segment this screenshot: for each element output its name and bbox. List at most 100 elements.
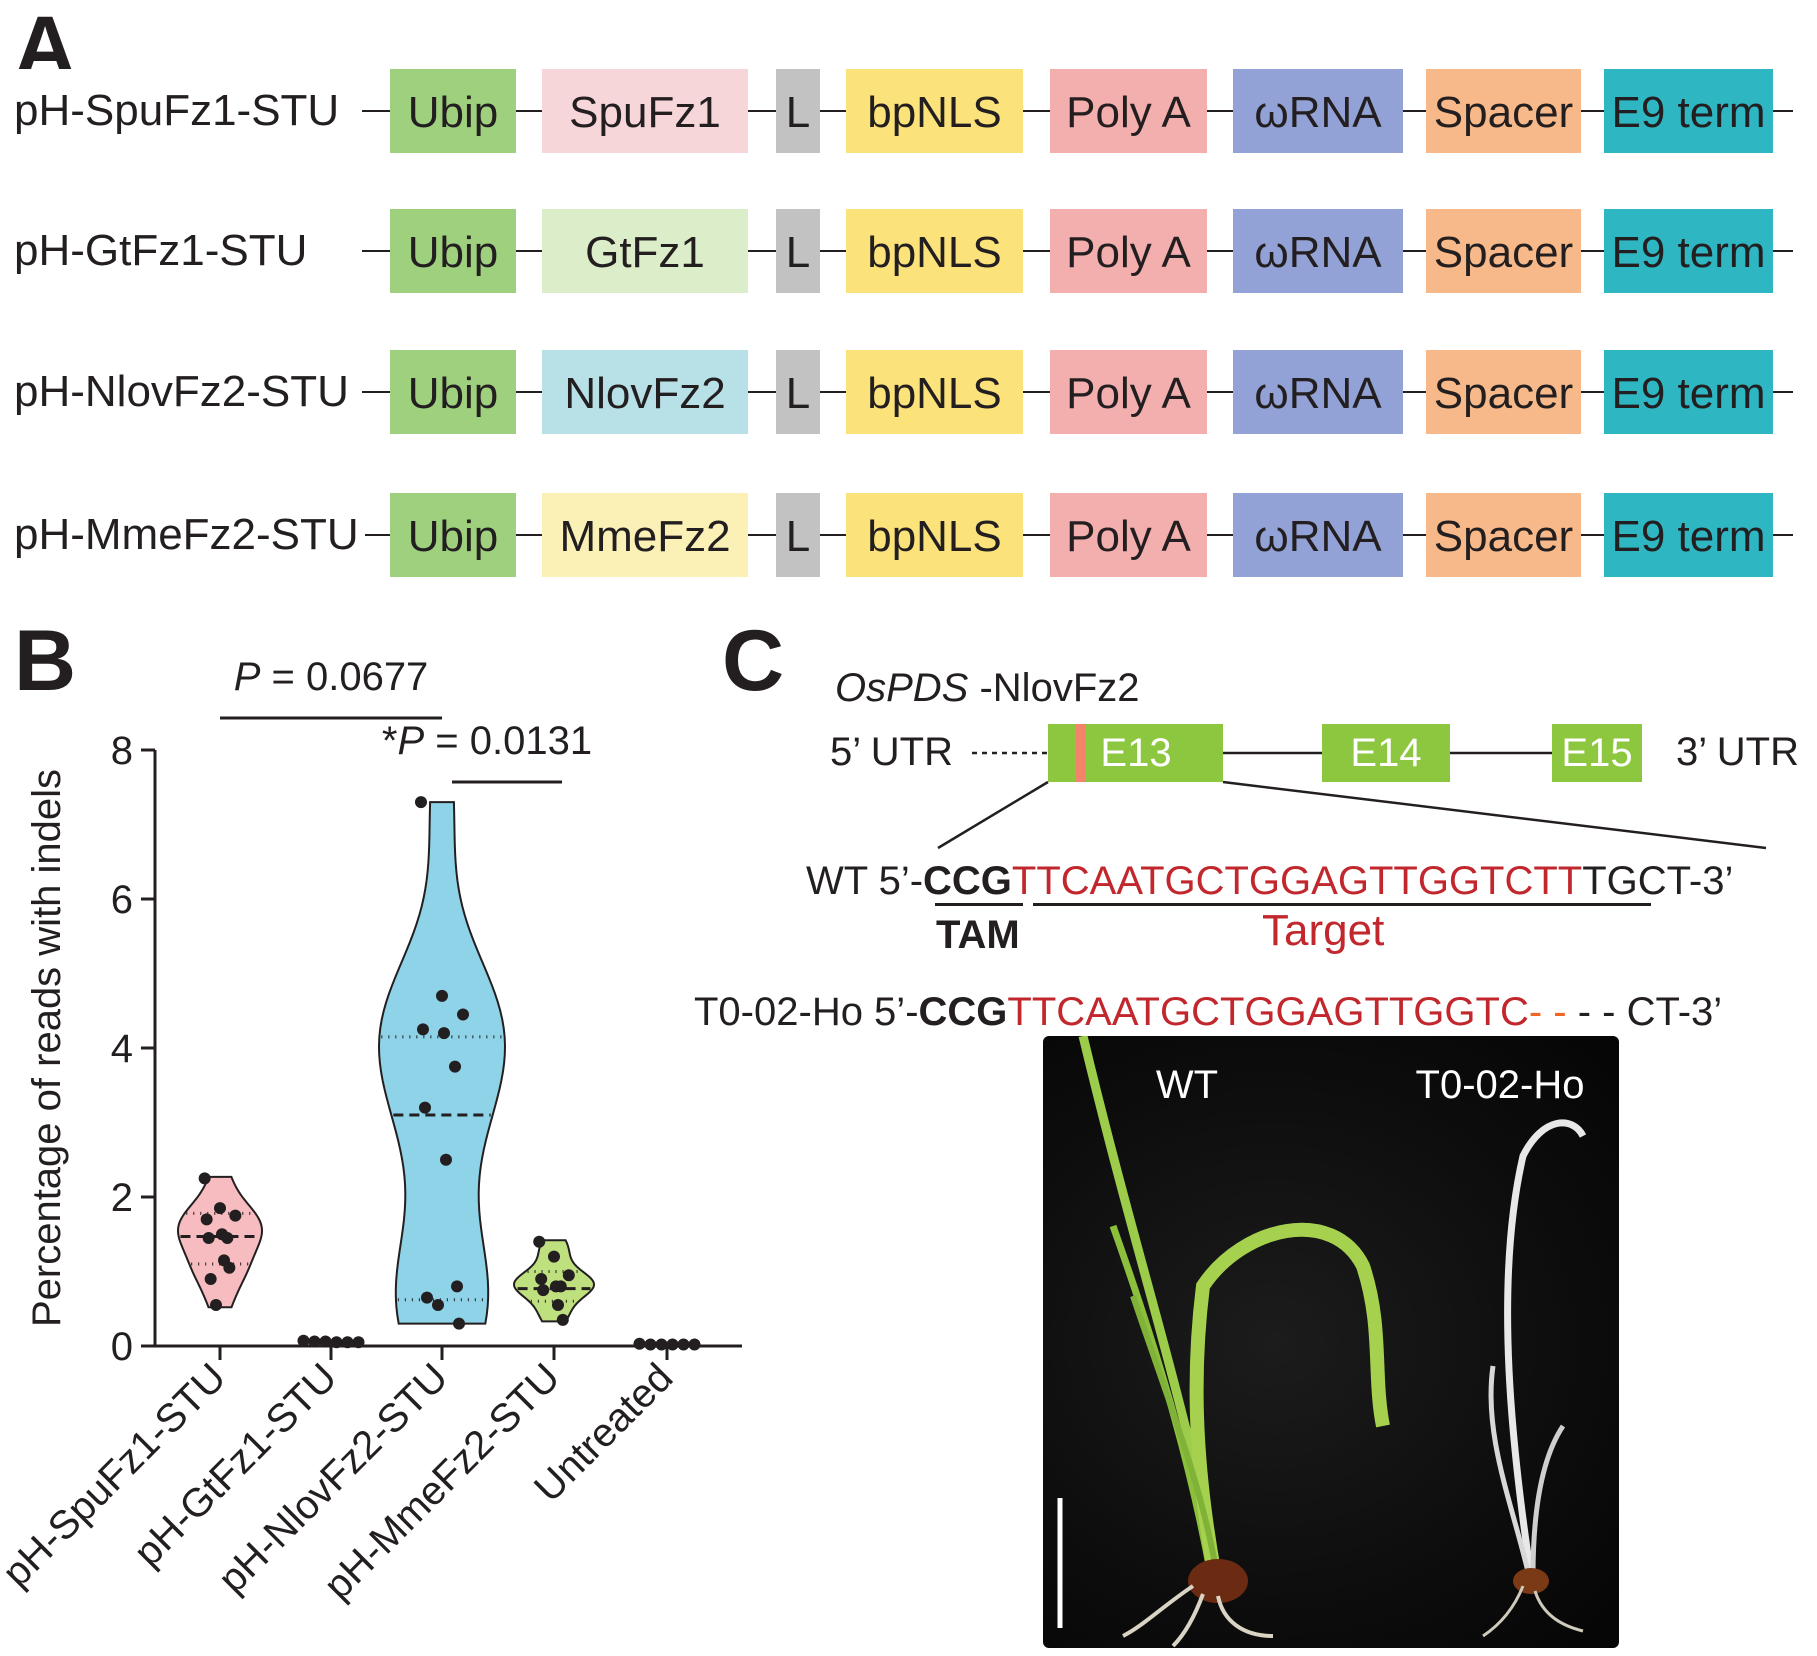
construct-part-spacer: Spacer <box>1426 209 1581 293</box>
wt-roots <box>1122 1584 1274 1648</box>
exon-e14 <box>1322 724 1450 782</box>
data-point <box>210 1299 222 1312</box>
data-point <box>537 1284 550 1297</box>
mutant-leaf-2 <box>1488 1365 1532 1577</box>
construct-part-poly-a: Poly A <box>1050 209 1207 293</box>
construct-part-gtfz1: GtFz1 <box>542 209 748 293</box>
deletion-orange: - - <box>1528 990 1567 1034</box>
construct-part-e9-term: E9 term <box>1604 69 1773 153</box>
data-point <box>440 1153 452 1166</box>
data-point <box>677 1338 690 1351</box>
data-point <box>552 1299 564 1312</box>
y-tick-label: 2 <box>111 1176 133 1220</box>
data-point <box>451 1280 464 1293</box>
construct-part-ωrna: ωRNA <box>1233 69 1403 153</box>
significance-label: P = 0.0677 <box>234 660 429 699</box>
data-point <box>341 1336 354 1349</box>
photo-label-wt: WT <box>1156 1063 1218 1107</box>
data-point <box>308 1335 321 1348</box>
construct-name: pH-GtFz1-STU <box>14 209 314 293</box>
violin-body <box>176 1175 264 1309</box>
data-point <box>644 1338 657 1351</box>
data-point <box>453 1317 466 1330</box>
wt-label: WT 5’- <box>806 859 924 903</box>
construct-part-l: L <box>776 69 820 153</box>
zoom-line-right <box>1222 780 1767 850</box>
data-point <box>229 1209 242 1222</box>
utr5-label: 5’ UTR <box>830 730 953 774</box>
photo-label-mutant: T0-02-Ho <box>1416 1063 1585 1107</box>
y-tick-label: 8 <box>111 729 133 773</box>
data-point <box>420 1291 433 1304</box>
construct-part-ubip: Ubip <box>390 493 516 577</box>
mutant-leaf-3 <box>1530 1424 1566 1577</box>
construct-part-ωrna: ωRNA <box>1233 350 1403 434</box>
data-point <box>449 1060 462 1073</box>
construct-part-mmefz2: MmeFz2 <box>542 493 748 577</box>
data-point <box>297 1334 310 1347</box>
target-site-mark <box>1076 724 1086 782</box>
mutant-sequence: T0-02-Ho 5’-CCGTTCAATGCTGGAGTTGGTC- - - … <box>694 988 1722 1036</box>
data-point <box>198 1172 211 1185</box>
construct-name: pH-MmeFz2-STU <box>14 493 365 577</box>
gene-structure: 5’ UTR E13 E14 E15 3’ UTR <box>830 724 1799 850</box>
data-point <box>633 1337 646 1350</box>
construct-part-nlovfz2: NlovFz2 <box>542 350 748 434</box>
gene-suffix: -NlovFz2 <box>968 666 1140 710</box>
construct-part-ωrna: ωRNA <box>1233 209 1403 293</box>
violin-body <box>377 801 507 1325</box>
construct-part-l: L <box>776 493 820 577</box>
construct-part-ubip: Ubip <box>390 209 516 293</box>
construct-part-e9-term: E9 term <box>1604 493 1773 577</box>
data-point <box>533 1235 546 1248</box>
construct-part-bpnls: bpNLS <box>846 209 1023 293</box>
construct-part-spufz1: SpuFz1 <box>542 69 748 153</box>
construct-part-e9-term: E9 term <box>1604 209 1773 293</box>
y-tick-label: 4 <box>111 1027 133 1071</box>
construct-part-poly-a: Poly A <box>1050 69 1207 153</box>
data-point <box>457 1008 470 1021</box>
data-point <box>554 1280 567 1293</box>
tam-underline <box>935 903 1023 906</box>
mutant-roots <box>1482 1585 1584 1638</box>
mutant-target: TTCAATGCTGGAGTTGGTC <box>1007 990 1529 1034</box>
wt-tail: TGCT-3’ <box>1582 859 1734 903</box>
panel-c-letter: C <box>722 613 785 709</box>
significance-label: *P = 0.0131 <box>382 719 592 763</box>
wt-leaf-3 <box>1189 1222 1390 1578</box>
data-point <box>432 1299 444 1312</box>
y-axis-label: Percentage of reads with indels <box>25 769 69 1327</box>
data-point <box>436 989 448 1002</box>
data-point <box>330 1336 343 1349</box>
utr3-label: 3’ UTR <box>1676 730 1799 774</box>
data-point <box>666 1338 679 1351</box>
construct-part-bpnls: bpNLS <box>846 493 1023 577</box>
seedling-photo: WT T0-02-Ho <box>1043 1036 1619 1648</box>
construct-part-l: L <box>776 350 820 434</box>
exon-e15-label: E15 <box>1561 731 1632 775</box>
construct-name: pH-NlovFz2-STU <box>14 350 355 434</box>
data-point <box>414 796 427 809</box>
data-point <box>548 1250 560 1263</box>
construct-part-l: L <box>776 209 820 293</box>
construct-part-bpnls: bpNLS <box>846 69 1023 153</box>
gene-name-italic: OsPDS <box>835 666 969 710</box>
construct-part-ωrna: ωRNA <box>1233 493 1403 577</box>
mutant-tail: CT-3’ <box>1626 990 1723 1034</box>
deletion-black: - - <box>1566 990 1627 1034</box>
data-point <box>416 1023 429 1036</box>
construct-part-poly-a: Poly A <box>1050 493 1207 577</box>
data-point <box>352 1336 365 1349</box>
construct-name: pH-SpuFz1-STU <box>14 69 346 153</box>
wt-target: TTCAATGCTGGAGTTGGTCTT <box>1011 859 1583 903</box>
data-point <box>214 1202 226 1215</box>
wt-tam: CCG <box>923 859 1012 903</box>
data-point <box>535 1272 548 1285</box>
mutant-callus <box>1513 1568 1549 1594</box>
data-point <box>202 1231 215 1244</box>
seedling-drawing: WT T0-02-Ho <box>1057 1036 1587 1648</box>
wt-sequence: WT 5’-CCGTTCAATGCTGGAGTTGGTCTTTGCT-3’ <box>806 857 1733 905</box>
